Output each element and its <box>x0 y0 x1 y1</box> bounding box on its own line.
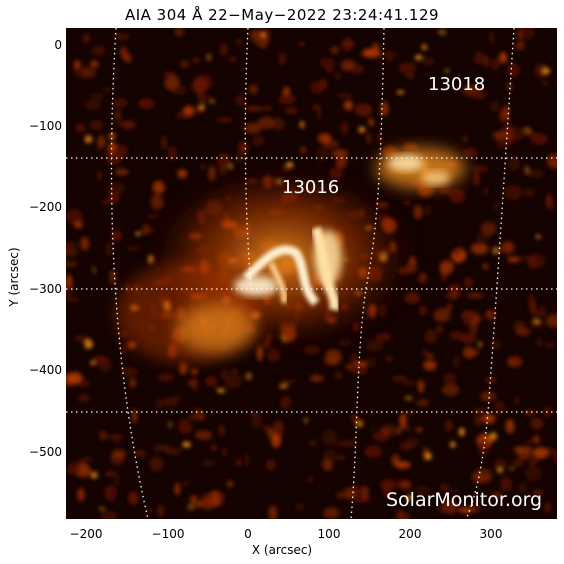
active-region-label-13016: 13016 <box>282 177 339 198</box>
x-tick-2: 0 <box>244 527 252 541</box>
x-tick-1: −100 <box>151 527 185 541</box>
x-tick-3: 100 <box>317 527 341 541</box>
y-tick-2: −200 <box>29 200 62 214</box>
solar-image-frame: 13018 13016 SolarMonitor.org <box>66 28 557 519</box>
x-tick-4: 200 <box>398 527 422 541</box>
y-tick-1: −100 <box>29 119 62 133</box>
y-tick-0: 0 <box>54 38 62 52</box>
y-tick-3: −300 <box>29 282 62 296</box>
y-tick-4: −400 <box>29 363 62 377</box>
x-tick-0: −200 <box>69 527 103 541</box>
active-region-13018-emission <box>376 148 466 188</box>
chromospheric-network <box>66 28 557 519</box>
heliographic-grid <box>66 28 557 519</box>
image-title: AIA 304 Å 22−May−2022 23:24:41.129 <box>124 6 440 24</box>
solar-image: 13018 13016 SolarMonitor.org <box>66 28 557 519</box>
active-region-label-13018: 13018 <box>428 74 485 95</box>
watermark: SolarMonitor.org <box>386 489 542 511</box>
x-axis-label: X (arcsec) <box>251 543 313 557</box>
y-tick-5: −500 <box>29 445 62 459</box>
y-axis-label: Y (arcsec) <box>7 247 21 307</box>
active-region-13016-emission <box>116 163 421 363</box>
x-tick-5: 300 <box>479 527 503 541</box>
